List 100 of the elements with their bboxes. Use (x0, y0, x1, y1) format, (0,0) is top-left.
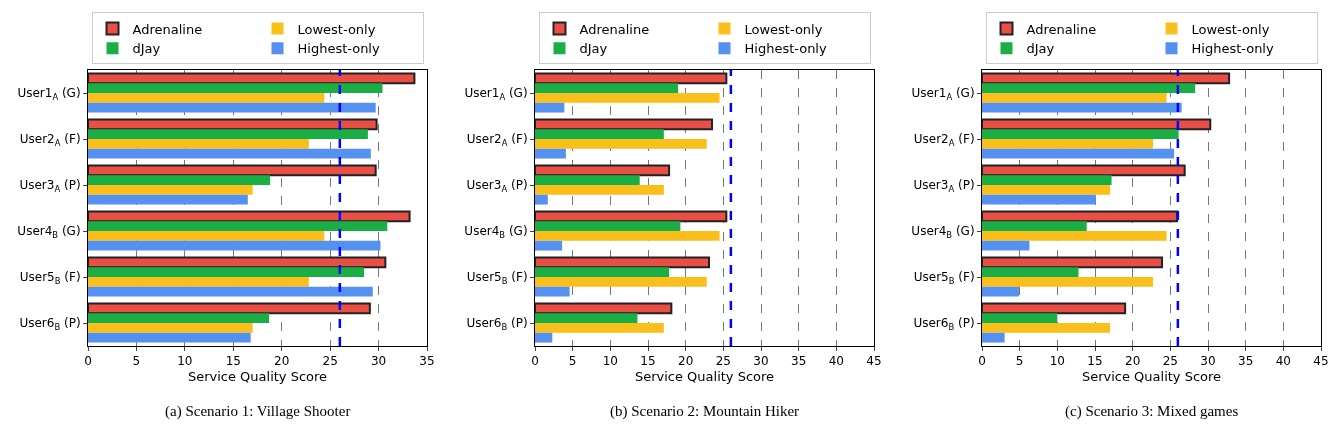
legend-label: Highest-only (1191, 41, 1274, 57)
y-tick-label: User2$_{A}$ (F) (913, 132, 975, 148)
y-tick-label: User3$_{A}$ (P) (913, 178, 975, 194)
x-tick-label: 40 (828, 354, 844, 369)
bar (982, 83, 1196, 93)
legend-label: Adrenaline (132, 21, 203, 37)
legend-label: Highest-only (744, 41, 827, 57)
bar (535, 332, 553, 343)
x-tick-label: 30 (370, 354, 387, 369)
legend-label: dJay (579, 41, 608, 57)
x-tick-label: 35 (791, 354, 807, 369)
text: (a) Scenario 1: Village Shooter (165, 403, 351, 420)
bar (535, 148, 566, 159)
bar (535, 83, 679, 93)
x-axis-title: Service Quality Score (634, 369, 775, 384)
x-tick-label: 15 (640, 354, 656, 369)
legend-label: dJay (1026, 41, 1055, 57)
bar (982, 231, 1167, 241)
bar (535, 118, 714, 131)
bar (88, 194, 248, 205)
bar (982, 332, 1005, 343)
bar (982, 256, 1164, 269)
bar (982, 139, 1154, 149)
x-tick-label: 20 (274, 354, 290, 369)
bar (88, 129, 368, 139)
x-tick-label: 40 (1275, 354, 1291, 369)
bar (535, 102, 565, 113)
text: (b) Scenario 2: Mountain Hiker (610, 403, 800, 420)
legend-label: Adrenaline (1026, 21, 1097, 37)
bar (535, 185, 664, 195)
y-tick-label: User5$_{B}$ (F) (19, 270, 81, 286)
x-tick-label: 30 (1200, 354, 1216, 369)
x-tick-label: 15 (225, 354, 241, 369)
legend-label: Lowest-only (744, 21, 823, 37)
y-tick-label: User6$_{B}$ (P) (913, 316, 975, 332)
y-tick-label: User3$_{A}$ (P) (466, 178, 528, 194)
x-tick-label: 10 (602, 354, 618, 369)
y-tick-label: User4$_{B}$ (G) (464, 224, 528, 240)
bar (88, 256, 387, 269)
bar (88, 221, 388, 231)
bar (982, 240, 1030, 251)
x-tick-label: 5 (1015, 354, 1024, 369)
bar (88, 267, 365, 277)
y-tick-label: User2$_{A}$ (F) (466, 132, 528, 148)
bar (535, 277, 707, 287)
bar (982, 102, 1182, 113)
y-tick-label: User6$_{B}$ (P) (466, 316, 528, 332)
y-tick-label: User2$_{A}$ (F) (19, 132, 81, 148)
bar (88, 175, 271, 185)
x-axis-title: Service Quality Score (1081, 369, 1222, 384)
y-tick-label: User4$_{B}$ (G) (911, 224, 975, 240)
x-tick-label: 5 (568, 354, 577, 369)
bar (535, 194, 548, 205)
bar (535, 72, 728, 85)
bar (88, 240, 381, 251)
bar (535, 93, 720, 103)
y-tick-label: User1$_{A}$ (G) (911, 86, 975, 102)
bar (982, 221, 1087, 231)
bar (535, 139, 707, 149)
x-tick-label: 5 (132, 354, 141, 369)
bar (535, 240, 563, 251)
legend-label: Adrenaline (579, 21, 650, 37)
bar (88, 210, 411, 223)
x-tick-label: 20 (1125, 354, 1141, 369)
bar (982, 210, 1179, 223)
y-tick-label: User3$_{A}$ (P) (19, 178, 81, 194)
legend-label: Lowest-only (1191, 21, 1270, 37)
x-tick-label: 10 (177, 354, 193, 369)
bar (982, 185, 1111, 195)
y-tick-label: User1$_{A}$ (G) (17, 86, 81, 102)
x-tick-label: 0 (84, 354, 92, 369)
text: (c) Scenario 3: Mixed games (1065, 403, 1239, 420)
legend-label: dJay (132, 41, 161, 57)
bar (982, 323, 1111, 333)
y-tick-label: User1$_{A}$ (G) (464, 86, 528, 102)
y-tick-label: User5$_{B}$ (F) (466, 270, 528, 286)
bar (88, 83, 383, 93)
x-tick-label: 25 (715, 354, 731, 369)
bar (535, 286, 570, 297)
bar (535, 313, 638, 323)
bar (535, 267, 670, 277)
bar (982, 286, 1019, 297)
x-tick-label: 45 (1313, 354, 1329, 369)
bar (88, 139, 309, 149)
bar (982, 164, 1186, 177)
bar (982, 267, 1079, 277)
x-tick-label: 15 (1087, 354, 1103, 369)
y-tick-label: User6$_{B}$ (P) (19, 316, 81, 332)
bar (982, 129, 1179, 139)
bar (88, 277, 309, 287)
bar (982, 148, 1175, 159)
x-tick-label: 45 (866, 354, 882, 369)
x-axis-title: Service Quality Score (187, 369, 328, 384)
bar (535, 231, 720, 241)
x-tick-label: 35 (419, 354, 435, 369)
bar (88, 118, 378, 131)
bar (88, 302, 371, 315)
bar (88, 313, 270, 323)
bar (88, 93, 325, 103)
x-tick-label: 30 (753, 354, 769, 369)
